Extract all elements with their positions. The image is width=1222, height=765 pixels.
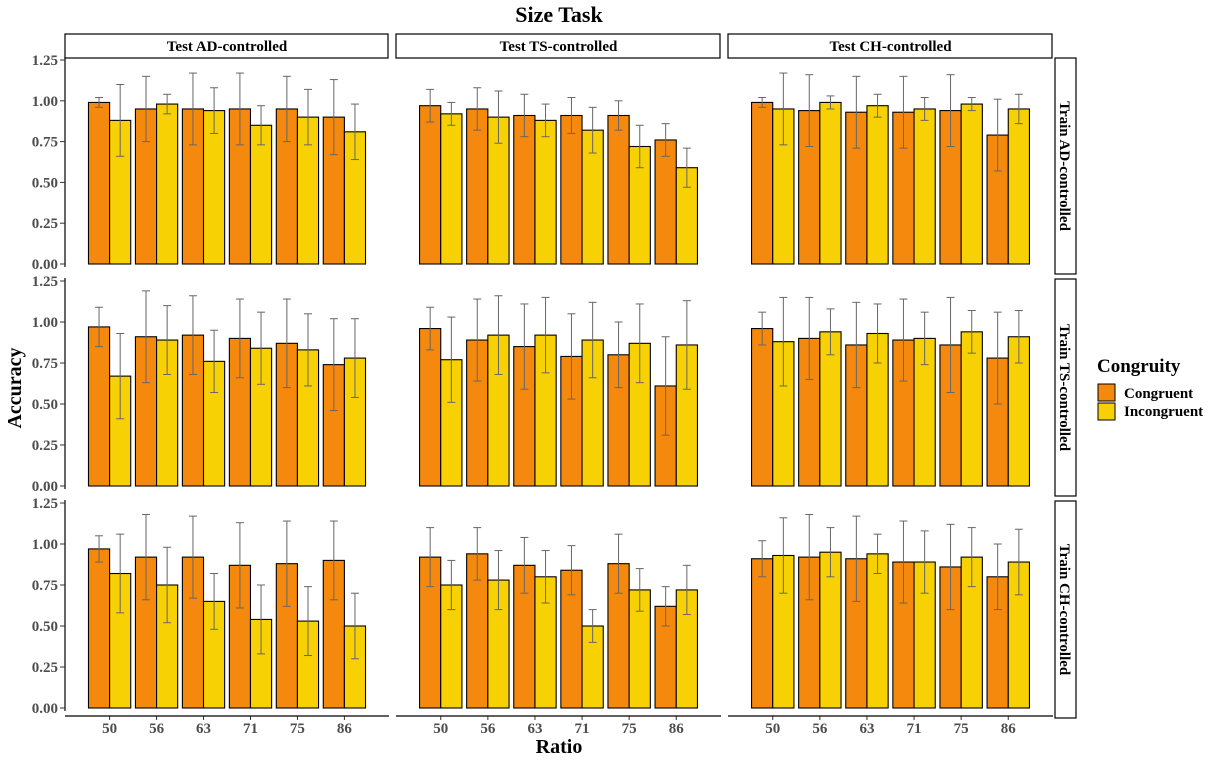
- bar-congruent: [654, 139, 677, 265]
- column-strip-0: [64, 33, 389, 59]
- bar-incongruent: [440, 113, 463, 265]
- bar-incongruent: [913, 108, 936, 265]
- row-strip-label-0: Train AD-controlled: [1056, 101, 1072, 232]
- x-tick-label: 63: [196, 721, 211, 737]
- bar-congruent: [87, 101, 111, 265]
- x-tick-label: 75: [622, 721, 637, 737]
- y-tick-label: 1.25: [32, 53, 58, 69]
- x-tick-label: 50: [765, 721, 780, 737]
- legend-key-congruent: [1097, 383, 1116, 402]
- panel-r1-c2: [751, 296, 1030, 487]
- legend-key-incongruent: [1097, 402, 1116, 421]
- x-tick-label: 63: [527, 721, 542, 737]
- y-tick-label: 0.50: [32, 619, 58, 635]
- y-tick-label: 0.00: [32, 701, 58, 717]
- bar-congruent: [751, 558, 774, 709]
- x-tick-label: 63: [859, 721, 874, 737]
- y-tick-label: 1.25: [32, 496, 58, 512]
- bar-congruent: [513, 114, 536, 265]
- y-axis-title: Accuracy: [4, 347, 26, 428]
- y-tick-label: 0.75: [32, 135, 58, 151]
- y-tick-label: 0.00: [32, 479, 58, 495]
- panels-layer: Test AD-controlled Test TS-controlled Test…: [32, 33, 1077, 737]
- panel-r0-c2: [751, 72, 1030, 265]
- column-strip-label-1: Test TS-controlled: [500, 39, 618, 55]
- bar-incongruent: [960, 103, 983, 265]
- x-tick-label: 75: [954, 721, 969, 737]
- bar-incongruent: [866, 105, 889, 265]
- bar-congruent: [466, 108, 489, 265]
- row-strip-0: [1054, 57, 1077, 275]
- bar-incongruent: [534, 119, 557, 265]
- bar-congruent: [751, 328, 774, 487]
- y-tick-label: 0.00: [32, 257, 58, 273]
- legend: Congruity Congruent Incongruent: [1097, 356, 1203, 421]
- legend-label-incongruent: Incongruent: [1124, 404, 1203, 420]
- column-strip-label-2: Test CH-controlled: [829, 39, 952, 55]
- x-tick-label: 75: [290, 721, 305, 737]
- y-tick-label: 0.50: [32, 397, 58, 413]
- bar-congruent: [607, 114, 630, 265]
- y-tick-label: 0.50: [32, 175, 58, 191]
- chart-title: Size Task: [515, 2, 603, 27]
- row-strip-label-1: Train TS-controlled: [1056, 324, 1072, 452]
- y-tick-label: 0.25: [32, 216, 58, 232]
- legend-label-congruent: Congruent: [1124, 386, 1193, 402]
- bar-congruent: [419, 328, 442, 487]
- panel-r2-c2: [751, 513, 1030, 709]
- panel-r2-c1: [419, 527, 698, 709]
- y-tick-label: 0.75: [32, 356, 58, 372]
- bar-incongruent: [866, 553, 889, 709]
- column-strip-2: [727, 33, 1053, 59]
- row-strip-2: [1054, 500, 1077, 719]
- y-tick-label: 0.25: [32, 438, 58, 454]
- panel-r1-c1: [419, 295, 698, 487]
- x-tick-label: 56: [480, 721, 496, 737]
- y-tick-label: 1.00: [32, 94, 58, 110]
- y-tick-label: 0.75: [32, 578, 58, 594]
- x-tick-label: 71: [907, 721, 922, 737]
- x-tick-label: 71: [243, 721, 258, 737]
- row-strip-label-2: Train CH-controlled: [1056, 544, 1072, 676]
- bar-congruent: [87, 326, 111, 487]
- x-tick-label: 86: [337, 721, 353, 737]
- bar-incongruent: [819, 101, 842, 265]
- y-tick-label: 0.25: [32, 660, 58, 676]
- x-tick-label: 50: [433, 721, 448, 737]
- bar-congruent: [87, 548, 111, 709]
- panel-r0-c1: [419, 87, 698, 265]
- legend-title: Congruity: [1097, 356, 1181, 377]
- x-tick-label: 56: [149, 721, 165, 737]
- bar-incongruent: [156, 103, 179, 265]
- bar-congruent: [560, 114, 583, 265]
- y-tick-label: 1.00: [32, 537, 58, 553]
- y-tick-label: 1.00: [32, 315, 58, 331]
- bar-incongruent: [249, 124, 273, 265]
- bar-congruent: [751, 101, 774, 265]
- panel-r2-c0: [87, 513, 367, 709]
- x-tick-label: 50: [102, 721, 117, 737]
- row-strip-1: [1054, 278, 1077, 497]
- x-axis-title: Ratio: [536, 736, 583, 758]
- x-tick-label: 86: [669, 721, 685, 737]
- y-tick-label: 1.25: [32, 274, 58, 290]
- x-tick-label: 56: [812, 721, 828, 737]
- x-tick-label: 71: [575, 721, 590, 737]
- column-strip-1: [395, 33, 721, 59]
- panel-r1-c0: [87, 290, 367, 487]
- x-tick-label: 86: [1001, 721, 1017, 737]
- bar-incongruent: [1007, 108, 1030, 265]
- bar-incongruent: [960, 331, 983, 487]
- column-strip-label-0: Test AD-controlled: [167, 39, 288, 55]
- bar-congruent: [419, 105, 442, 265]
- panel-r0-c0: [87, 72, 367, 265]
